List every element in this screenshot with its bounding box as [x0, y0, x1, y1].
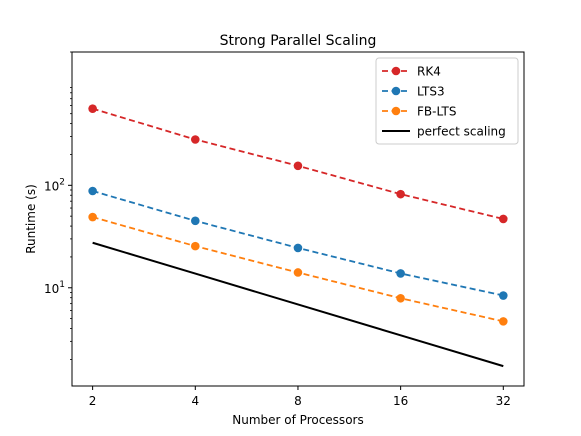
legend-marker-lts3 [391, 86, 401, 96]
data-point-lts3 [190, 216, 200, 226]
data-point-rk4 [498, 214, 508, 224]
legend-marker-fb-lts [391, 106, 401, 116]
legend-label-rk4: RK4 [417, 65, 441, 79]
y-tick-label: 102 [44, 177, 65, 193]
series-layer [88, 104, 508, 368]
x-tick-label: 16 [393, 394, 408, 408]
y-axis-label: Runtime (s) [24, 184, 38, 254]
x-tick-label: 8 [294, 394, 302, 408]
legend-marker-rk4 [391, 66, 401, 76]
legend-label-lts3: LTS3 [417, 85, 445, 99]
legend: RK4 LTS3 FB-LTS perfect scaling [375, 57, 519, 145]
data-point-lts3 [293, 243, 303, 253]
data-point-fb-lts [293, 268, 303, 277]
x-tick-label: 32 [496, 394, 511, 408]
y-tick-base: 10 [44, 179, 59, 193]
x-tick-label: 4 [191, 394, 199, 408]
y-tick-label: 101 [44, 280, 65, 296]
data-point-rk4 [88, 104, 97, 113]
data-point-fb-lts [88, 212, 97, 222]
legend-label-perfect-scaling: perfect scaling [417, 125, 506, 139]
x-tick-label: 2 [89, 394, 97, 408]
x-axis: 2 4 8 16 32 [89, 386, 511, 408]
y-tick-base: 10 [44, 282, 59, 296]
legend-label-fb-lts: FB-LTS [417, 105, 456, 119]
data-point-rk4 [190, 135, 200, 144]
data-point-fb-lts [498, 317, 508, 326]
data-point-fb-lts [396, 293, 405, 303]
chart-title: Strong Parallel Scaling [220, 33, 377, 49]
data-point-lts3 [88, 186, 97, 196]
series-line-perfect-scaling [92, 241, 504, 368]
y-tick-exponent: 2 [59, 177, 65, 187]
legend-box [375, 57, 519, 145]
data-point-lts3 [396, 269, 405, 278]
x-axis-label: Number of Processors [232, 413, 363, 427]
data-point-rk4 [293, 161, 303, 171]
y-tick-exponent: 1 [59, 280, 65, 290]
data-point-rk4 [396, 189, 405, 199]
data-point-fb-lts [190, 241, 200, 251]
data-point-lts3 [498, 291, 508, 300]
